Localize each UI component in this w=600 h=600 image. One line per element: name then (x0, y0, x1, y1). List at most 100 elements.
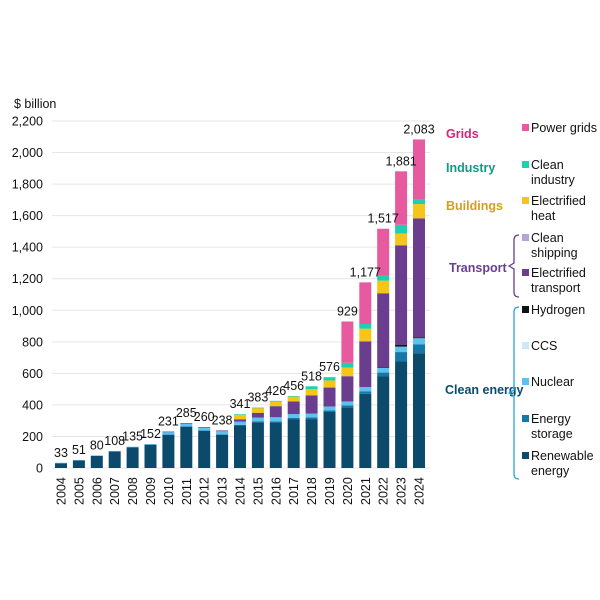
legend-swatch (522, 452, 529, 459)
bar-segment-renewable-energy (413, 353, 425, 468)
bar-segment-energy-storage (198, 430, 211, 431)
bar-segment-renewable-energy (180, 426, 193, 468)
legend-bracket (507, 234, 520, 298)
legend-swatch (522, 234, 529, 241)
bar-stack-2011 (180, 423, 193, 468)
bar-stack-2024 (413, 139, 425, 468)
bar-segment-electrified-transport (162, 431, 175, 433)
bar-segment-nuclear (323, 406, 336, 411)
bar-segment-renewable-energy (359, 393, 372, 468)
bar-segment-electrified-transport (359, 341, 372, 388)
bar-segment-electrified-heat (251, 407, 264, 413)
bar-segment-renewable-energy (144, 444, 157, 468)
legend-label: Renewable (531, 449, 594, 463)
x-tick-label: 2007 (108, 477, 122, 505)
total-label: 108 (104, 434, 125, 448)
bar-segment-electrified-heat (395, 233, 408, 246)
legend-group-label: Clean energy (445, 383, 524, 397)
total-label: 929 (337, 304, 358, 318)
x-tick-label: 2010 (162, 477, 176, 505)
bar-segment-hydrogen (395, 344, 408, 347)
legend-item-power-grids: Power grids (522, 121, 597, 135)
bar-segment-energy-storage (359, 391, 372, 394)
bar-segment-nuclear (395, 346, 408, 353)
x-tick-label: 2017 (287, 477, 301, 505)
bar-segment-renewable-energy (323, 412, 336, 468)
y-tick-label: 1,600 (12, 209, 43, 223)
bar-segment-renewable-energy (108, 451, 121, 468)
legend-group-label: Transport (449, 261, 507, 275)
y-tick-label: 800 (22, 335, 43, 349)
bar-stack-2013 (216, 430, 229, 468)
bar-segment-electrified-heat (323, 380, 336, 388)
legend-label: heat (531, 209, 556, 223)
total-label: 33 (54, 446, 68, 460)
x-tick-label: 2023 (395, 477, 409, 505)
bar-stack-2009 (144, 444, 157, 468)
bar-segment-clean-industry (234, 414, 246, 415)
legend-label: Clean (531, 158, 564, 172)
bar-segment-electrified-transport (234, 419, 246, 422)
legend-label: storage (531, 427, 573, 441)
legend-label: Hydrogen (531, 303, 585, 317)
bar-segment-electrified-transport (323, 387, 336, 407)
legend-label: Clean (531, 231, 564, 245)
x-tick-label: 2009 (144, 477, 158, 505)
bar-segment-clean-industry (287, 396, 300, 397)
legend-swatch (522, 161, 529, 168)
bar-segment-electrified-transport (395, 245, 408, 345)
bar-segment-nuclear (359, 387, 372, 392)
bar-segment-nuclear (162, 431, 175, 435)
bar-segment-nuclear (55, 462, 67, 464)
bar-stack-2023 (395, 171, 408, 468)
bar-stack-2010 (162, 431, 175, 468)
total-label: 341 (230, 397, 251, 411)
legend-group-clean-energy: Clean energy Hydrogen CCS Nuclear Energystor… (445, 303, 594, 480)
bar-segment-electrified-transport (180, 423, 193, 424)
bar-segment-renewable-energy (341, 407, 354, 468)
y-tick-label: 600 (22, 367, 43, 381)
y-tick-label: 1,800 (12, 178, 43, 192)
legend-item-hydrogen: Hydrogen (522, 303, 585, 317)
y-tick-label: 200 (22, 430, 43, 444)
bar-stack-2021 (359, 282, 372, 468)
bar-segment-electrified-heat (287, 396, 300, 402)
legend-swatch (522, 197, 529, 204)
total-label: 576 (319, 360, 340, 374)
bar-segment-electrified-heat (234, 414, 246, 420)
bar-segment-clean-industry (341, 362, 354, 368)
bar-segment-energy-storage (180, 426, 193, 427)
y-tick-label: 1,400 (12, 241, 43, 255)
bar-segment-energy-storage (305, 417, 318, 420)
bar-segment-electrified-transport (305, 395, 318, 414)
bar-segment-hydrogen (413, 337, 425, 339)
bar-segment-nuclear (305, 413, 318, 418)
bar-segment-electrified-transport (413, 218, 425, 338)
bar-segment-energy-storage (162, 434, 175, 436)
legend-label: industry (531, 173, 576, 187)
x-tick-label: 2011 (180, 478, 194, 505)
bar-segment-nuclear (234, 421, 246, 425)
bar-segment-renewable-energy (72, 460, 85, 468)
bar-segment-power-grids (413, 139, 425, 200)
total-label: 51 (72, 443, 86, 457)
bar-stack-2008 (126, 446, 139, 468)
bar-segment-nuclear (198, 427, 211, 431)
bar-segment-renewable-energy (90, 455, 103, 468)
bar-stack-2020 (341, 321, 354, 468)
bar-segment-electrified-transport (287, 401, 300, 415)
bar-stack-2006 (90, 455, 103, 468)
total-label: 1,881 (385, 154, 416, 168)
bar-stack-2018 (305, 386, 318, 468)
bars (55, 139, 425, 468)
bar-segment-electrified-heat (305, 389, 318, 396)
y-axis-ticks: 0 200 400 600 800 1,000 1,200 1,400 1,600 1,800 2,… (12, 115, 43, 476)
x-tick-label: 2018 (305, 477, 319, 505)
legend-group-grids: Grids Power grids (446, 121, 597, 141)
y-tick-label: 0 (36, 462, 43, 476)
y-axis-unit-label: $ billion (14, 97, 56, 111)
total-label: 1,517 (368, 212, 399, 226)
